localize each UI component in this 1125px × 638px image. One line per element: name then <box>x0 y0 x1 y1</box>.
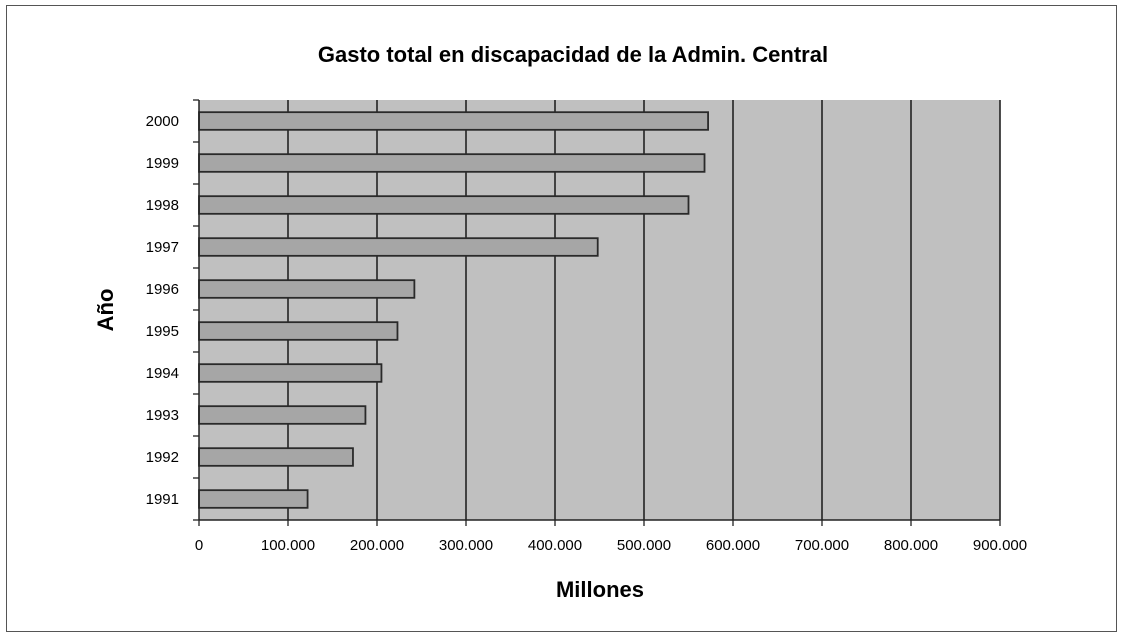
y-tick-label: 1997 <box>146 239 179 256</box>
bar-1997 <box>198 237 599 257</box>
chart-title: Gasto total en discapacidad de la Admin.… <box>318 42 828 67</box>
y-tick-label: 1999 <box>146 155 179 172</box>
x-axis-title: Millones <box>556 577 644 602</box>
y-tick-label: 1998 <box>146 197 179 214</box>
y-tick-label: 1991 <box>146 491 179 508</box>
bar-1994 <box>198 363 383 383</box>
bar-1996 <box>198 279 416 299</box>
x-tick-label: 400.000 <box>528 537 582 554</box>
bar-1999 <box>198 153 706 173</box>
bar-1991 <box>198 489 309 509</box>
y-axis-title: Año <box>93 289 118 332</box>
bar-1998 <box>198 195 690 215</box>
y-tick-label: 1996 <box>146 281 179 298</box>
x-tick-label: 800.000 <box>884 537 938 554</box>
x-tick-label: 200.000 <box>350 537 404 554</box>
bar-1992 <box>198 447 354 467</box>
x-tick-label: 900.000 <box>973 537 1027 554</box>
bar-1993 <box>198 405 367 425</box>
x-tick-label: 500.000 <box>617 537 671 554</box>
x-tick-label: 300.000 <box>439 537 493 554</box>
x-tick-label: 700.000 <box>795 537 849 554</box>
y-tick-label: 1995 <box>146 323 179 340</box>
x-tick-label: 600.000 <box>706 537 760 554</box>
y-tick-label: 1992 <box>146 449 179 466</box>
bar-1995 <box>198 321 399 341</box>
y-tick-label: 1993 <box>146 407 179 424</box>
y-tick-label: 1994 <box>146 365 179 382</box>
x-tick-label: 100.000 <box>261 537 315 554</box>
y-tick-label: 2000 <box>146 113 179 130</box>
plot-area: 1991 1992 1993 1994 1995 1996 1997 1998 1999 2000… <box>146 99 1027 554</box>
x-tick-label: 0 <box>195 537 203 554</box>
bar-2000 <box>198 111 709 131</box>
